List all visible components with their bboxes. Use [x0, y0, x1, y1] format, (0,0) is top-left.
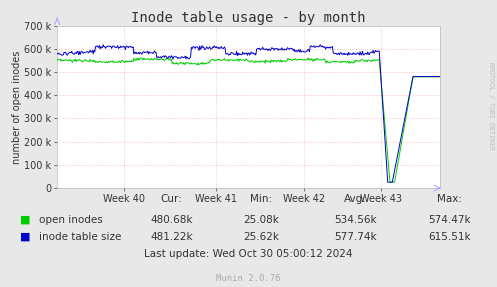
- Text: 480.68k: 480.68k: [150, 215, 193, 224]
- Title: Inode table usage - by month: Inode table usage - by month: [131, 11, 366, 25]
- Y-axis label: number of open inodes: number of open inodes: [11, 50, 21, 164]
- Text: 25.08k: 25.08k: [243, 215, 279, 224]
- Text: Min:: Min:: [250, 194, 272, 204]
- Text: Last update: Wed Oct 30 05:00:12 2024: Last update: Wed Oct 30 05:00:12 2024: [144, 249, 353, 259]
- Text: 574.47k: 574.47k: [428, 215, 471, 224]
- Text: 481.22k: 481.22k: [150, 232, 193, 242]
- Text: Avg:: Avg:: [344, 194, 367, 204]
- Text: Max:: Max:: [437, 194, 462, 204]
- Text: Munin 2.0.76: Munin 2.0.76: [216, 274, 281, 284]
- Text: 534.56k: 534.56k: [334, 215, 377, 224]
- Text: 577.74k: 577.74k: [334, 232, 377, 242]
- Text: Cur:: Cur:: [161, 194, 182, 204]
- Text: ■: ■: [20, 215, 30, 224]
- Text: ■: ■: [20, 232, 30, 242]
- Text: 25.62k: 25.62k: [243, 232, 279, 242]
- Text: 615.51k: 615.51k: [428, 232, 471, 242]
- Text: open inodes: open inodes: [39, 215, 102, 224]
- Text: inode table size: inode table size: [39, 232, 121, 242]
- Text: RRDTOOL / TOBI OETIKER: RRDTOOL / TOBI OETIKER: [488, 62, 494, 150]
